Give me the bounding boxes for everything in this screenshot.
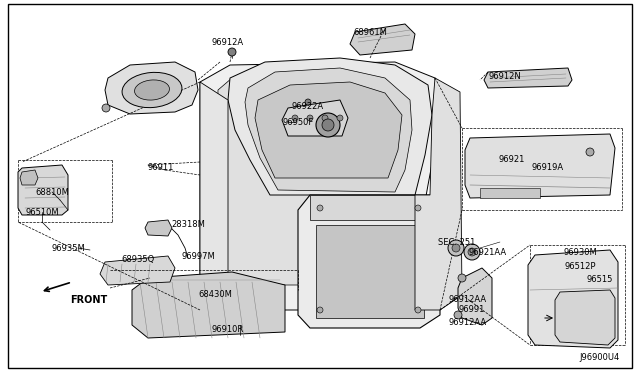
Polygon shape xyxy=(528,250,618,348)
Circle shape xyxy=(448,240,464,256)
Polygon shape xyxy=(215,75,418,285)
Circle shape xyxy=(228,48,236,56)
Polygon shape xyxy=(228,58,432,195)
Text: 96922A: 96922A xyxy=(292,102,324,111)
Circle shape xyxy=(317,307,323,313)
Polygon shape xyxy=(20,170,38,185)
Text: 96912N: 96912N xyxy=(488,72,522,81)
Ellipse shape xyxy=(122,73,182,108)
Circle shape xyxy=(464,244,480,260)
Circle shape xyxy=(305,99,311,105)
Text: 96910R: 96910R xyxy=(212,325,244,334)
Circle shape xyxy=(452,244,460,252)
Polygon shape xyxy=(282,100,348,136)
Text: 96919A: 96919A xyxy=(532,163,564,172)
Polygon shape xyxy=(555,290,615,345)
Polygon shape xyxy=(105,62,198,114)
Text: SEC. 251: SEC. 251 xyxy=(438,238,476,247)
Circle shape xyxy=(458,274,466,282)
Polygon shape xyxy=(415,78,462,310)
Polygon shape xyxy=(298,195,440,328)
Circle shape xyxy=(292,115,298,121)
Polygon shape xyxy=(100,256,175,285)
Circle shape xyxy=(322,119,334,131)
Circle shape xyxy=(415,205,421,211)
Text: 96997M: 96997M xyxy=(181,252,215,261)
Text: FRONT: FRONT xyxy=(70,295,108,305)
Text: 96510M: 96510M xyxy=(25,208,59,217)
Text: 96930M: 96930M xyxy=(563,248,597,257)
Circle shape xyxy=(307,115,313,121)
Polygon shape xyxy=(350,24,415,55)
Text: 68935Q: 68935Q xyxy=(122,255,155,264)
Text: 96912A: 96912A xyxy=(212,38,244,47)
Text: 96935M: 96935M xyxy=(51,244,85,253)
Circle shape xyxy=(454,311,462,319)
Text: 96512P: 96512P xyxy=(564,262,596,271)
Text: 68810M: 68810M xyxy=(35,188,69,197)
Polygon shape xyxy=(310,195,430,220)
Text: 96921AA: 96921AA xyxy=(469,248,507,257)
Circle shape xyxy=(468,248,476,256)
Circle shape xyxy=(317,205,323,211)
Text: 96912AA: 96912AA xyxy=(449,318,487,327)
Polygon shape xyxy=(458,268,492,325)
Polygon shape xyxy=(200,62,440,310)
Text: 96921: 96921 xyxy=(499,155,525,164)
Polygon shape xyxy=(484,68,572,88)
Polygon shape xyxy=(245,68,412,192)
Text: 28318M: 28318M xyxy=(171,220,205,229)
Polygon shape xyxy=(145,220,172,236)
Polygon shape xyxy=(18,165,68,215)
Text: 96911: 96911 xyxy=(148,163,174,172)
Polygon shape xyxy=(480,188,540,198)
Text: 96912AA: 96912AA xyxy=(449,295,487,304)
Text: J96900U4: J96900U4 xyxy=(580,353,620,362)
Circle shape xyxy=(322,115,328,121)
Polygon shape xyxy=(316,225,424,318)
Circle shape xyxy=(586,148,594,156)
Text: 96950F: 96950F xyxy=(282,118,314,127)
Text: 68430M: 68430M xyxy=(198,290,232,299)
Circle shape xyxy=(415,307,421,313)
Polygon shape xyxy=(465,134,615,198)
Text: 96991: 96991 xyxy=(459,305,485,314)
Circle shape xyxy=(337,115,343,121)
Circle shape xyxy=(102,104,110,112)
Circle shape xyxy=(316,113,340,137)
Ellipse shape xyxy=(134,80,170,100)
Text: 68961M: 68961M xyxy=(353,28,387,37)
Text: 96515: 96515 xyxy=(587,275,613,284)
Polygon shape xyxy=(132,272,285,338)
Polygon shape xyxy=(200,82,228,310)
Polygon shape xyxy=(255,82,402,178)
